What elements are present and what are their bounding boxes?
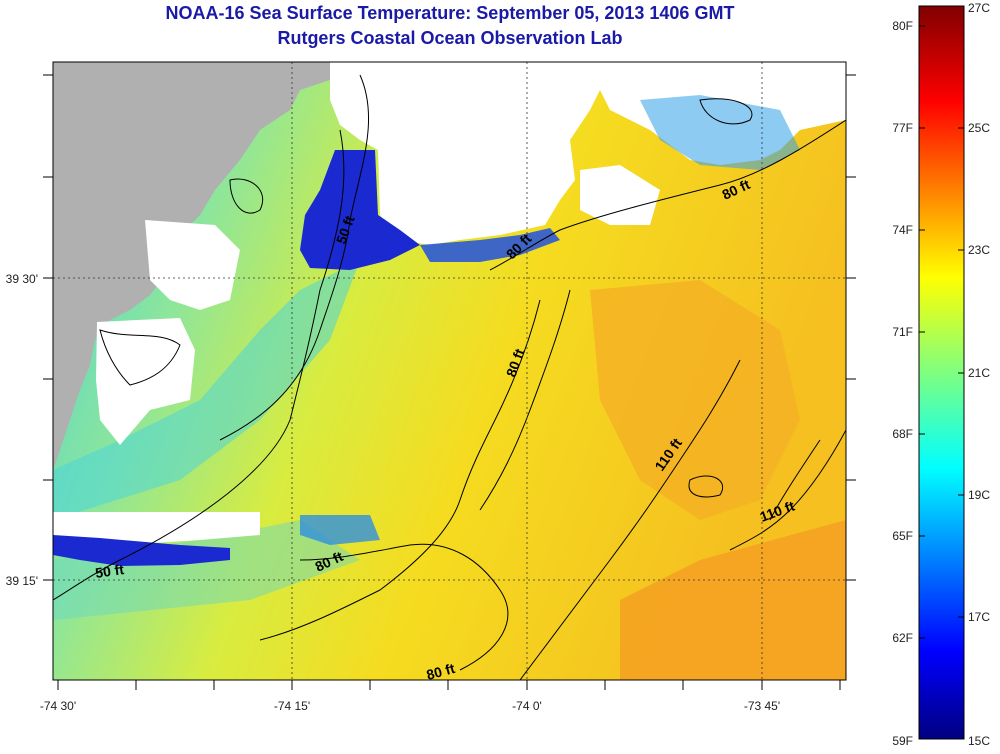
graticule xyxy=(53,62,846,680)
x-tick-label: -73 45' xyxy=(744,699,780,713)
x-tick-label: -74 30' xyxy=(40,699,76,713)
cold-patch-southwest xyxy=(53,535,230,566)
y-tick-label: 39 15' xyxy=(6,574,38,588)
contour-coast-islands xyxy=(229,178,264,214)
contour-110ft xyxy=(519,359,741,680)
contour-80ft-central xyxy=(489,119,846,271)
contour-110ft-east xyxy=(729,429,846,551)
bathymetry-contours xyxy=(53,74,846,680)
contour-80ft-ridge xyxy=(259,299,541,641)
coastal-cool-band xyxy=(53,260,360,520)
map-frame xyxy=(52,61,847,681)
axis-ticks xyxy=(43,74,856,690)
contour-50ft-north xyxy=(53,129,345,601)
warm-water-core xyxy=(590,280,800,520)
contour-bay-outline xyxy=(99,329,181,386)
contour-80ft-ridge-east xyxy=(479,289,571,511)
cool-water-south xyxy=(53,520,360,620)
warm-water-southeast xyxy=(620,520,846,680)
cool-patch-northeast xyxy=(640,95,800,170)
cloud-mask-northeast-2 xyxy=(580,165,660,225)
x-tick-label: -74 15' xyxy=(274,699,310,713)
x-tick-label: -74 0' xyxy=(512,699,542,713)
contour-label-50ft: 50 ft xyxy=(94,561,125,581)
y-tick-label: 39 30' xyxy=(6,272,38,286)
map-field xyxy=(53,62,846,680)
land-mass xyxy=(53,62,330,470)
contour-80ft-south xyxy=(299,543,509,671)
cloud-mask-bay xyxy=(96,318,195,445)
cold-patch-east xyxy=(420,228,560,262)
contour-shoal xyxy=(688,475,723,498)
contour-shore xyxy=(769,439,821,521)
map-title: NOAA-16 Sea Surface Temperature: Septemb… xyxy=(165,3,735,23)
cloud-mask-north xyxy=(330,62,600,245)
cloud-mask-coast xyxy=(145,220,240,310)
contour-label-80ft: 80 ft xyxy=(425,660,457,683)
contour-ne-shoal xyxy=(699,98,753,125)
contour-80ft-west xyxy=(219,74,370,441)
map-subtitle: Rutgers Coastal Ocean Observation Lab xyxy=(277,28,623,48)
cloud-mask-south xyxy=(53,512,260,545)
cool-patch-south xyxy=(300,515,380,545)
cold-upwelling-patch xyxy=(300,150,420,270)
